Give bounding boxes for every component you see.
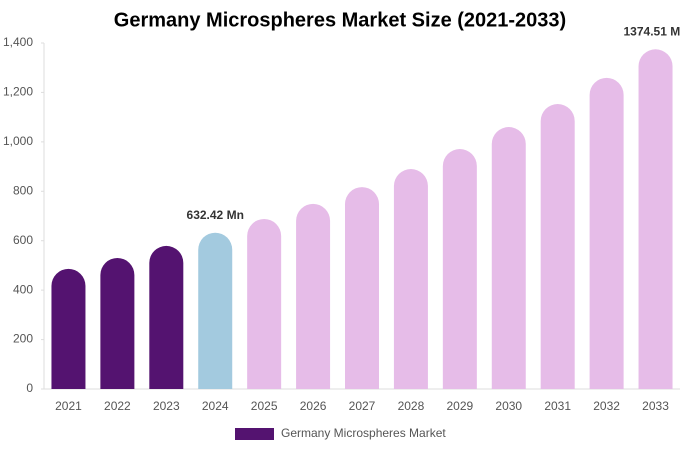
legend-swatch <box>235 428 274 440</box>
bar <box>51 268 86 389</box>
bar <box>100 258 135 389</box>
value-label: 632.42 Mn <box>187 208 244 222</box>
y-tick-label: 600 <box>13 233 33 247</box>
x-tick-label: 2023 <box>153 399 180 413</box>
y-tick-label: 1,000 <box>3 134 33 148</box>
x-tick-label: 2026 <box>300 399 327 413</box>
legend-label: Germany Microspheres Market <box>281 426 446 440</box>
x-tick-label: 2021 <box>55 399 82 413</box>
y-tick-label: 1,200 <box>3 85 33 99</box>
y-tick-label: 400 <box>13 282 33 296</box>
value-label: 1374.51 Mn <box>624 24 680 38</box>
x-tick-label: 2033 <box>642 399 669 413</box>
x-tick-label: 2027 <box>349 399 376 413</box>
bar <box>198 232 233 389</box>
y-tick-label: 800 <box>13 183 33 197</box>
bar <box>442 149 477 389</box>
bar <box>540 104 575 390</box>
bar <box>638 49 673 389</box>
x-tick-label: 2031 <box>544 399 571 413</box>
x-tick-label: 2028 <box>398 399 425 413</box>
bar <box>491 127 526 389</box>
bar <box>247 218 282 389</box>
x-tick-label: 2022 <box>104 399 131 413</box>
bar <box>345 187 379 389</box>
x-tick-label: 2030 <box>495 399 522 413</box>
bar <box>149 245 184 389</box>
x-tick-label: 2029 <box>446 399 473 413</box>
x-tick-label: 2032 <box>593 399 620 413</box>
y-tick-label: 1,400 <box>3 35 33 49</box>
bar <box>296 203 331 389</box>
x-tick-label: 2024 <box>202 399 229 413</box>
bar <box>393 169 428 389</box>
y-tick-label: 200 <box>13 332 33 346</box>
chart-title: Germany Microspheres Market Size (2021-2… <box>114 9 566 31</box>
bar <box>589 77 624 390</box>
y-tick-label: 0 <box>26 381 33 395</box>
x-tick-label: 2025 <box>251 399 278 413</box>
